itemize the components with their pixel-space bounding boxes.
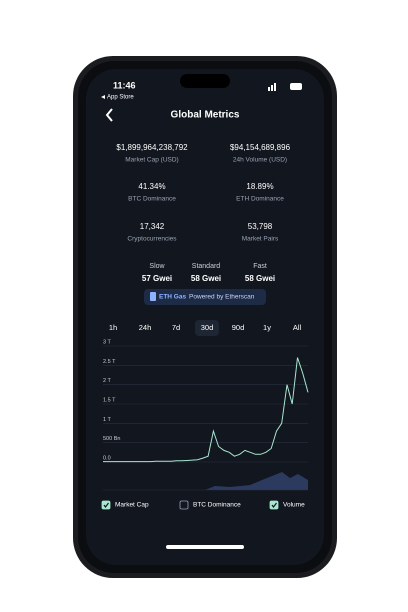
y-tick-label: 500 Bn <box>103 436 120 442</box>
legend-checkbox[interactable] <box>269 500 279 510</box>
gas-value: 58 Gwei <box>191 274 221 283</box>
metric-label: Cryptocurrencies <box>127 236 177 243</box>
legend-label[interactable]: Market Cap <box>115 502 149 509</box>
range-tab[interactable]: All <box>293 323 302 332</box>
y-tick-label: 2 T <box>103 378 111 384</box>
range-tab[interactable]: 7d <box>172 323 180 332</box>
metric-value: 18.89% <box>246 182 273 191</box>
back-arrow-icon <box>101 95 105 99</box>
y-tick-label: 3 T <box>103 339 111 345</box>
gas-label: Slow <box>149 263 165 270</box>
metric-label: Market Cap (USD) <box>125 157 178 164</box>
gas-badge <box>144 289 266 305</box>
legend-label[interactable]: BTC Dominance <box>193 502 241 509</box>
metric-label: ETH Dominance <box>236 196 284 203</box>
volume-area <box>205 472 308 490</box>
status-back: App Store <box>107 95 134 101</box>
home-indicator <box>166 545 244 549</box>
gas-badge-text: Powered by Etherscan <box>189 294 255 301</box>
range-tab[interactable]: 90d <box>232 323 245 332</box>
metric-value: 41.34% <box>138 182 165 191</box>
metric-value: $1,899,964,238,792 <box>116 143 188 152</box>
back-button[interactable] <box>105 108 113 122</box>
range-selected <box>195 320 219 336</box>
metric-value: 53,798 <box>248 222 273 231</box>
legend-label[interactable]: Volume <box>283 502 305 509</box>
metric-label: BTC Dominance <box>128 196 176 203</box>
status-icons <box>268 83 302 91</box>
market-cap-line <box>103 357 309 463</box>
metric-label: 24h Volume (USD) <box>233 157 287 164</box>
metric-label: Market Pairs <box>242 236 279 243</box>
gas-badge-title: ETH Gas <box>159 294 186 301</box>
y-tick-label: 1 T <box>103 417 111 423</box>
y-tick-label: 0.0 <box>103 455 111 461</box>
metric-value: $94,154,689,896 <box>230 143 291 152</box>
metric-value: 17,342 <box>140 222 165 231</box>
gas-value: 57 Gwei <box>142 274 172 283</box>
gas-icon <box>150 292 156 301</box>
gas-label: Fast <box>253 263 267 270</box>
y-tick-label: 1.5 T <box>103 397 116 403</box>
y-tick-label: 2.5 T <box>103 359 116 365</box>
screen <box>86 69 324 565</box>
legend-checkbox[interactable] <box>179 500 189 510</box>
legend-check <box>271 502 277 508</box>
range-tab[interactable]: 1h <box>109 323 117 332</box>
legend-checkbox[interactable] <box>101 500 111 510</box>
screen-title: Global Metrics <box>171 110 240 121</box>
gas-value: 58 Gwei <box>245 274 275 283</box>
range-tab[interactable]: 1y <box>263 323 271 332</box>
range-tab[interactable]: 30d <box>201 323 214 332</box>
status-time: 11:46 <box>113 80 136 90</box>
gas-label: Standard <box>192 263 221 270</box>
range-tab[interactable]: 24h <box>139 323 152 332</box>
legend-check <box>103 502 109 508</box>
notch <box>180 74 230 88</box>
